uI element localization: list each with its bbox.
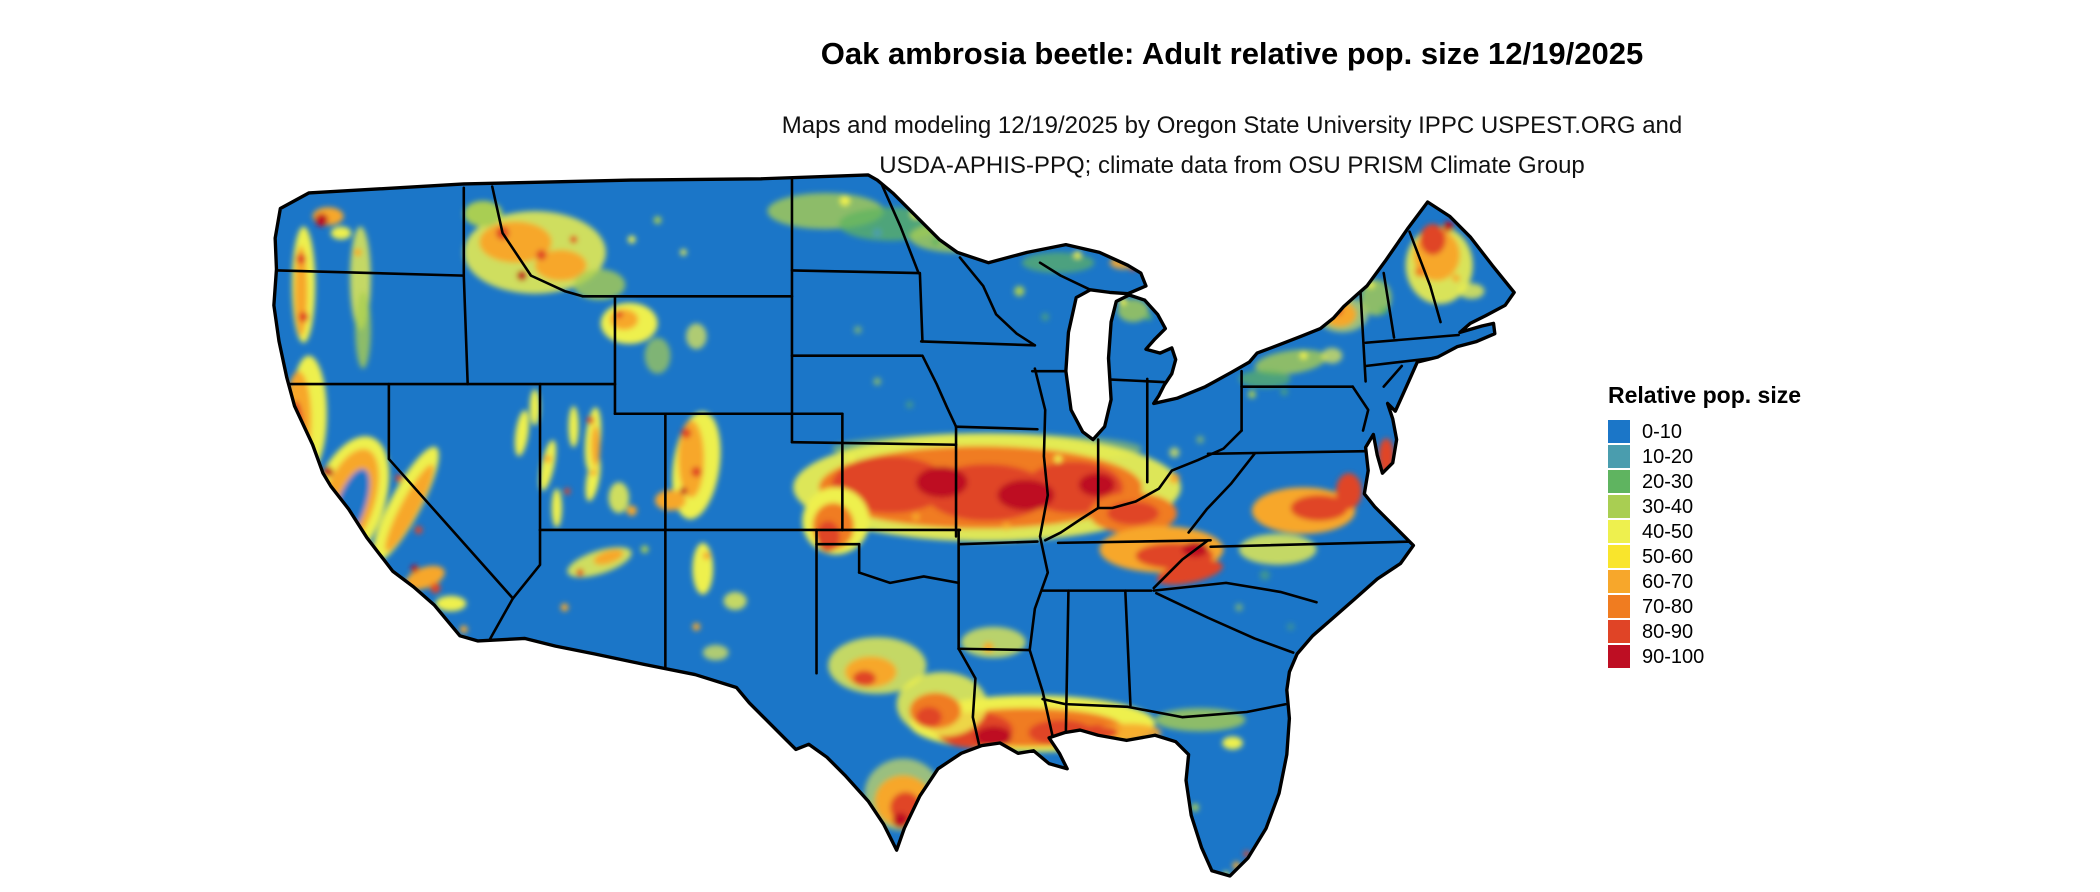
legend-swatch: [1608, 495, 1630, 518]
legend-label: 50-60: [1642, 545, 1694, 568]
legend-swatch: [1608, 595, 1630, 618]
legend-swatch: [1608, 445, 1630, 468]
legend: Relative pop. size 0-10 10-20 20-30 30-40 40…: [1608, 382, 1928, 669]
legend-label: 20-30: [1642, 470, 1694, 493]
legend-swatch: [1608, 520, 1630, 543]
legend-label: 30-40: [1642, 495, 1694, 518]
legend-label: 40-50: [1642, 520, 1694, 543]
legend-swatch: [1608, 620, 1630, 643]
legend-label: 60-70: [1642, 570, 1694, 593]
legend-item: 50-60: [1608, 544, 1928, 569]
legend-item: 0-10: [1608, 419, 1928, 444]
legend-item: 80-90: [1608, 619, 1928, 644]
legend-item: 20-30: [1608, 469, 1928, 494]
legend-label: 10-20: [1642, 445, 1694, 468]
legend-swatch: [1608, 570, 1630, 593]
legend-swatch: [1608, 545, 1630, 568]
legend-swatch: [1608, 645, 1630, 668]
subtitle-line-1: Maps and modeling 12/19/2025 by Oregon S…: [781, 112, 1683, 139]
subtitle-line-2: USDA-APHIS-PPQ; climate data from OSU PR…: [879, 152, 1585, 179]
page-title: Oak ambrosia beetle: Adult relative pop.…: [820, 36, 1644, 71]
state-borders: [276, 177, 1460, 747]
legend-item: 90-100: [1608, 644, 1928, 669]
us-outline: [272, 173, 1516, 878]
legend-swatch: [1608, 420, 1630, 443]
legend-title: Relative pop. size: [1608, 382, 1802, 408]
legend-label: 90-100: [1642, 645, 1705, 668]
legend-item: 40-50: [1608, 519, 1928, 544]
legend-label: 80-90: [1642, 620, 1694, 643]
us-map-svg: [272, 173, 1516, 878]
legend-item: 60-70: [1608, 569, 1928, 594]
legend-item: 70-80: [1608, 594, 1928, 619]
legend-swatch: [1608, 470, 1630, 493]
legend-label: 70-80: [1642, 595, 1694, 618]
legend-item: 30-40: [1608, 494, 1928, 519]
legend-item: 10-20: [1608, 444, 1928, 469]
us-population-map: [270, 162, 1562, 885]
legend-items: 0-10 10-20 20-30 30-40 40-50 50-60 60-70 70-80 8…: [1608, 419, 1928, 669]
legend-label: 0-10: [1642, 420, 1683, 443]
